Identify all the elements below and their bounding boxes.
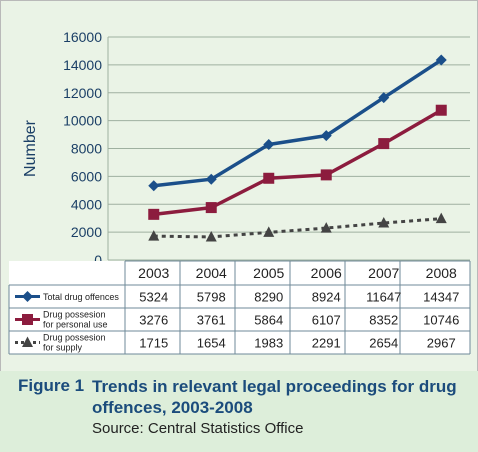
series-line: [153, 217, 442, 239]
table-cell-value: 5798: [197, 290, 226, 305]
table-cell-value: 8352: [369, 313, 398, 328]
table-cell-value: 8924: [312, 290, 341, 305]
legend-label: Total drug offences: [43, 292, 119, 302]
figure-number: Figure 1: [18, 376, 85, 395]
x-tick-label: 2005: [253, 265, 284, 281]
table-cell-value: 1654: [197, 336, 226, 351]
table-cell-value: 2291: [312, 336, 341, 351]
series-line: [153, 58, 443, 188]
table-cell-value: 3276: [139, 313, 168, 328]
data-point: [320, 169, 332, 181]
y-tick-label: 0: [94, 252, 102, 268]
table-cell-value: 8290: [254, 290, 283, 305]
data-point: [378, 92, 390, 104]
table-cell-value: 14347: [423, 290, 459, 305]
data-point: [320, 130, 332, 142]
data-point: [378, 217, 390, 228]
x-tick-label: 2007: [368, 265, 399, 281]
figure-title: Trends in relevant legal proceedings for…: [92, 377, 457, 417]
data-point: [378, 138, 390, 150]
data-point: [263, 138, 275, 150]
x-tick-label: 2008: [426, 265, 457, 281]
series-line: [153, 108, 443, 217]
y-tick-label: 2000: [71, 224, 102, 240]
data-point: [435, 104, 447, 116]
table-cell-value: 11647: [366, 290, 401, 305]
data-point: [435, 212, 447, 224]
table-cell-value: 2967: [427, 336, 456, 351]
table-cell-value: 1983: [254, 336, 283, 351]
chart-svg: 0 2000 4000 6000 8000 10000 12000 14000 16000 Num…: [8, 29, 471, 355]
data-point: [148, 230, 160, 241]
data-point: [205, 173, 217, 185]
y-tick-label: 12000: [63, 85, 102, 101]
data-point: [320, 222, 332, 233]
x-tick-label: 2006: [311, 265, 342, 281]
table-cell-value: 6107: [312, 313, 341, 328]
x-tick-label: 2004: [196, 265, 227, 281]
y-tick-label: 8000: [71, 141, 102, 157]
data-point: [435, 54, 447, 66]
figure-source: Source: Central Statistics Office: [92, 420, 304, 437]
data-point: [205, 202, 217, 214]
data-point: [205, 230, 217, 242]
table-cell-value: 5324: [139, 290, 168, 305]
table-cell-value: 1715: [139, 336, 168, 351]
data-point: [148, 208, 160, 220]
legend-marker: [22, 314, 33, 325]
y-tick-label: 4000: [71, 196, 102, 212]
data-point: [263, 226, 275, 237]
table-cell-value: 3761: [197, 313, 226, 328]
y-tick-label: 10000: [63, 113, 102, 129]
y-tick-label: 6000: [71, 168, 102, 184]
caption-panel: [0, 371, 478, 452]
data-point: [148, 180, 160, 192]
legend-marker: [22, 291, 33, 302]
legend-label: for personal use: [43, 320, 108, 330]
legend-label: Drug possesion: [43, 333, 106, 343]
y-tick-label: 16000: [63, 29, 102, 45]
y-axis-label: Number: [22, 119, 39, 177]
legend-marker: [22, 336, 33, 347]
table-cell-value: 2654: [369, 336, 398, 351]
table-cell-value: 10746: [423, 313, 459, 328]
data-point: [263, 172, 275, 184]
y-tick-label: 14000: [63, 57, 102, 73]
legend-label: for supply: [43, 343, 83, 353]
legend-label: Drug possesion: [43, 310, 106, 320]
table-cell-value: 5864: [254, 313, 283, 328]
x-tick-label: 2003: [138, 265, 169, 281]
